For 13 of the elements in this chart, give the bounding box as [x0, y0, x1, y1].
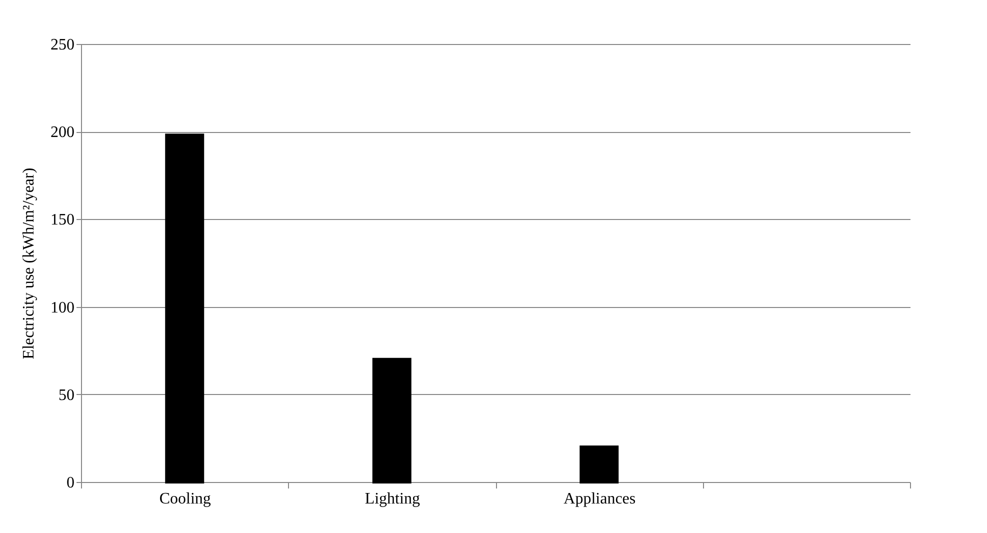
x-tick-label: Cooling	[159, 490, 211, 508]
y-tick-label: 150	[50, 212, 74, 229]
y-tick-label: 100	[50, 299, 74, 316]
y-tick-label: 0	[66, 474, 74, 492]
y-tick-label: 250	[50, 36, 74, 54]
bar	[580, 445, 619, 484]
bar	[372, 358, 412, 484]
x-tick-label: Appliances	[564, 490, 636, 508]
bar	[165, 134, 204, 484]
y-axis-title: Electricity use (kWh/m²/year)	[20, 168, 38, 360]
x-tick-label: Lighting	[364, 490, 420, 508]
y-tick-label: 50	[58, 386, 74, 404]
y-tick-label: 200	[50, 124, 74, 142]
